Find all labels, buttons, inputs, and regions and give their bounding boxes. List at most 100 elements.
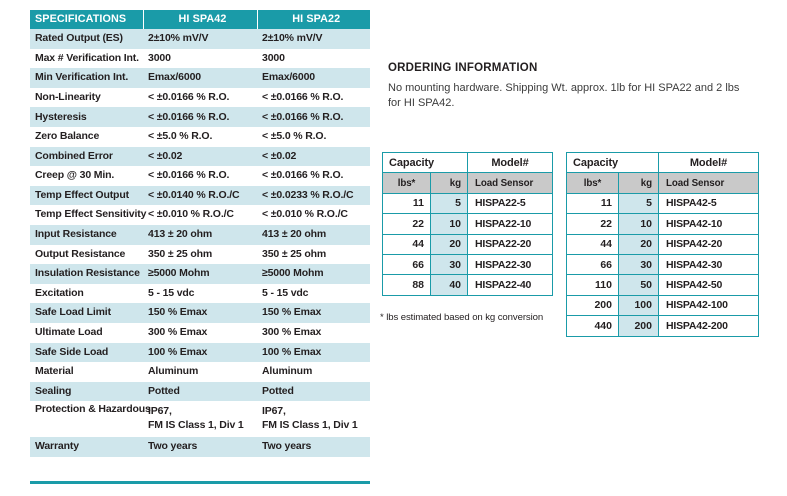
table-row: 44 20 HISPA22-20	[382, 233, 553, 255]
row-value-spa22: < ±0.0166 % R.O.	[257, 107, 370, 127]
table-row: 11 5 HISPA22-5	[382, 192, 553, 215]
cell-model: HISPA42-100	[658, 294, 759, 317]
ordering-information-title: ORDERING INFORMATION	[388, 62, 538, 74]
cell-kg: 50	[618, 274, 659, 296]
specifications-table-bottom-rule	[30, 481, 370, 484]
row-value-spa42: < ±0.0166 % R.O.	[143, 107, 257, 127]
capacity-table-subheader-row: lbs* kg Load Sensor	[382, 172, 553, 194]
cell-model: HISPA42-20	[658, 233, 759, 255]
cell-lbs: 440	[566, 315, 619, 337]
row-value-spa42: 2±10% mV/V	[143, 29, 257, 49]
row-value-spa22: 150 % Emax	[257, 303, 370, 323]
row-label: Combined Error	[30, 146, 143, 167]
row-value-spa42: IP67, FM IS Class 1, Div 1	[143, 401, 257, 438]
cell-lbs: 66	[382, 253, 431, 276]
row-value-spa22: < ±0.02	[257, 146, 370, 167]
row-value-spa22: 3000	[257, 48, 370, 69]
table-row: Non-Linearity < ±0.0166 % R.O. < ±0.0166…	[30, 87, 370, 108]
row-label: Output Resistance	[30, 244, 143, 265]
cell-lbs: 66	[566, 253, 619, 276]
row-value-spa42: 300 % Emax	[143, 322, 257, 343]
ordering-information-body: No mounting hardware. Shipping Wt. appro…	[388, 82, 740, 109]
cell-lbs: 11	[382, 192, 431, 215]
row-value-spa42: < ±0.0166 % R.O.	[143, 87, 257, 108]
capacity-table-subheader-row: lbs* kg Load Sensor	[566, 172, 759, 194]
row-label: Min Verification Int.	[30, 68, 143, 88]
row-value-spa42-line2: FM IS Class 1, Div 1	[148, 419, 244, 432]
cell-model: HISPA42-200	[658, 315, 759, 337]
table-row: Min Verification Int. Emax/6000 Emax/600…	[30, 68, 370, 88]
row-value-spa22: < ±0.010 % R.O./C	[257, 205, 370, 225]
row-value-spa22: < ±0.0166 % R.O.	[257, 87, 370, 108]
cell-model: HISPA42-50	[658, 274, 759, 296]
table-row: 44 20 HISPA42-20	[566, 233, 759, 255]
column-header-specifications: SPECIFICATIONS	[30, 10, 143, 29]
cell-model: HISPA42-10	[658, 213, 759, 235]
table-row: 22 10 HISPA22-10	[382, 213, 553, 235]
table-row: Material Aluminum Aluminum	[30, 362, 370, 382]
row-label: Insulation Resistance	[30, 264, 143, 284]
table-row: Zero Balance < ±5.0 % R.O. < ±5.0 % R.O.	[30, 126, 370, 147]
model-header: Model#	[658, 151, 759, 174]
cell-kg: 5	[618, 192, 659, 215]
row-label: Temp Effect Output	[30, 185, 143, 206]
row-value-spa42: < ±0.0166 % R.O.	[143, 166, 257, 186]
cell-model: HISPA22-10	[467, 213, 553, 235]
table-row: Warranty Two years Two years	[30, 437, 370, 457]
table-row: 66 30 HISPA42-30	[566, 253, 759, 276]
capacity-table-footnote: * lbs estimated based on kg conversion	[380, 312, 544, 323]
capacity-table-header-row: Capacity Model#	[382, 151, 553, 174]
row-value-spa42: < ±0.02	[143, 146, 257, 167]
row-label: Safe Side Load	[30, 342, 143, 363]
row-label: Temp Effect Sensitivity	[30, 205, 146, 225]
row-value-spa22: 413 ± 20 ohm	[257, 224, 370, 245]
cell-kg: 5	[430, 192, 468, 215]
row-value-spa22: Emax/6000	[257, 68, 370, 88]
table-row: 22 10 HISPA42-10	[566, 213, 759, 235]
table-row: 11 5 HISPA42-5	[566, 192, 759, 215]
row-value-spa22: 5 - 15 vdc	[257, 283, 370, 304]
cell-kg: 20	[430, 233, 468, 255]
ordering-information-section: ORDERING INFORMATION No mounting hardwar…	[388, 62, 758, 111]
capacity-header: Capacity	[566, 151, 659, 174]
cell-lbs: 88	[382, 274, 431, 296]
cell-lbs: 110	[566, 274, 619, 296]
row-value-spa22: Potted	[257, 381, 370, 402]
cell-lbs: 22	[382, 213, 431, 235]
row-label: Safe Load Limit	[30, 303, 143, 323]
table-row: Temp Effect Output < ±0.0140 % R.O./C < …	[30, 185, 370, 206]
row-label: Non-Linearity	[30, 87, 143, 108]
table-row: Sealing Potted Potted	[30, 381, 370, 402]
cell-lbs: 44	[382, 233, 431, 255]
row-value-spa42: Emax/6000	[143, 68, 257, 88]
row-value-spa22: ≥5000 Mohm	[257, 264, 370, 284]
table-row: Protection & Hazardous IP67, FM IS Class…	[30, 401, 370, 438]
cell-lbs: 22	[566, 213, 619, 235]
row-label: Input Resistance	[30, 224, 143, 245]
subheader-load-sensor: Load Sensor	[467, 172, 553, 194]
row-value-spa42: < ±0.0140 % R.O./C	[143, 185, 257, 206]
subheader-lbs: lbs*	[566, 172, 619, 194]
cell-model: HISPA22-5	[467, 192, 553, 215]
cell-kg: 100	[618, 294, 659, 317]
cell-lbs: 44	[566, 233, 619, 255]
row-value-spa22: Two years	[257, 437, 370, 457]
row-value-spa22-line1: IP67,	[262, 405, 286, 418]
subheader-kg: kg	[618, 172, 659, 194]
cell-kg: 10	[430, 213, 468, 235]
row-value-spa42: < ±5.0 % R.O.	[143, 126, 257, 147]
table-row: Output Resistance 350 ± 25 ohm 350 ± 25 …	[30, 244, 370, 265]
row-label: Sealing	[30, 381, 143, 402]
table-row: Safe Side Load 100 % Emax 100 % Emax	[30, 342, 370, 363]
row-label: Rated Output (ES)	[30, 29, 143, 49]
table-row: Ultimate Load 300 % Emax 300 % Emax	[30, 322, 370, 343]
table-row: Excitation 5 - 15 vdc 5 - 15 vdc	[30, 283, 370, 304]
row-label: Warranty	[30, 437, 143, 457]
table-row: Creep @ 30 Min. < ±0.0166 % R.O. < ±0.01…	[30, 166, 370, 186]
table-row: Safe Load Limit 150 % Emax 150 % Emax	[30, 303, 370, 323]
row-label: Protection & Hazardous	[30, 401, 151, 438]
cell-kg: 200	[618, 315, 659, 337]
table-row: Hysteresis < ±0.0166 % R.O. < ±0.0166 % …	[30, 107, 370, 127]
cell-model: HISPA22-30	[467, 253, 553, 276]
row-value-spa42: Two years	[143, 437, 257, 457]
